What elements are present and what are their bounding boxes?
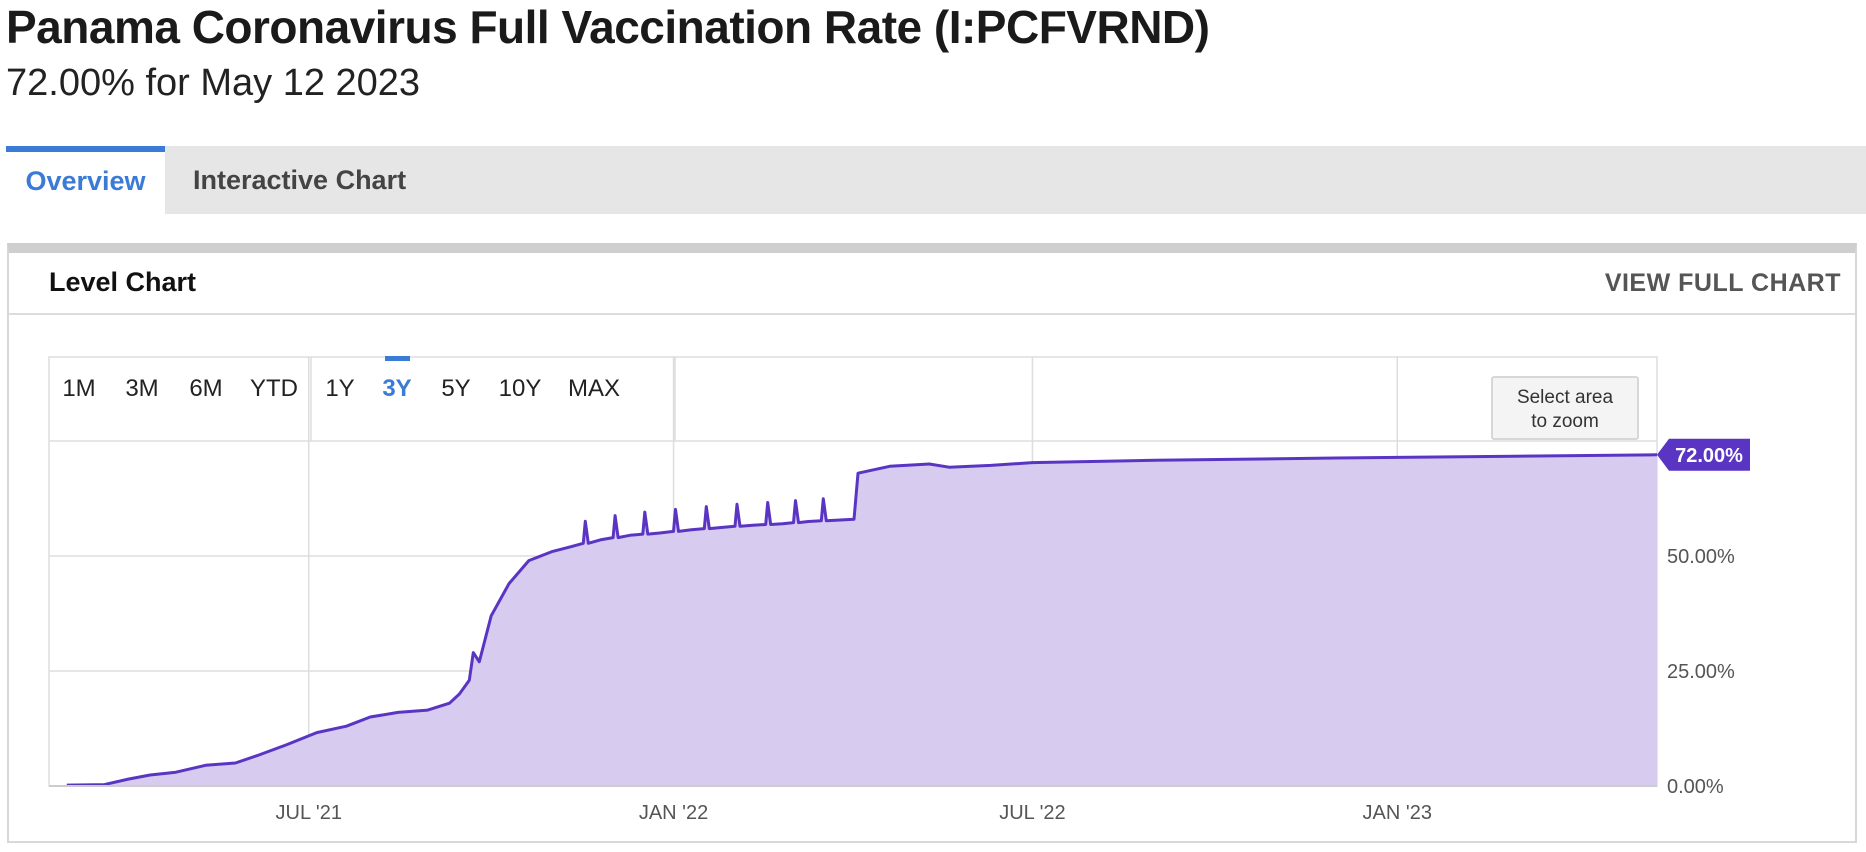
x-tick-label: JAN '22	[639, 802, 708, 824]
x-tick-label: JAN '23	[1363, 802, 1432, 824]
zoom-button[interactable]	[1491, 376, 1639, 440]
range-button-1y[interactable]: 1Y	[325, 375, 354, 402]
last-value-badge	[1657, 438, 1750, 471]
page-title: Panama Coronavirus Full Vaccination Rate…	[6, 1, 1210, 53]
x-tick-label: JUL '22	[999, 802, 1065, 824]
zoom-button-line2: to zoom	[1531, 411, 1599, 432]
last-value-label: 72.00%	[1675, 445, 1743, 467]
range-button-10y[interactable]: 10Y	[499, 375, 542, 402]
active-range-indicator	[385, 356, 410, 361]
zoom-button-line1: Select area	[1517, 387, 1614, 408]
page-subtitle: 72.00% for May 12 2023	[6, 62, 421, 104]
range-button-ytd[interactable]: YTD	[250, 375, 298, 402]
series-line	[66, 453, 1658, 787]
tab-bar: Overview Interactive Chart	[6, 146, 1866, 214]
y-tick-label: 25.00%	[1667, 661, 1735, 683]
range-button-3y[interactable]: 3Y	[382, 375, 411, 402]
y-tick-label: 50.00%	[1667, 546, 1735, 568]
range-button-6m[interactable]: 6M	[189, 375, 222, 402]
range-button-3m[interactable]: 3M	[125, 375, 158, 402]
card-header: Level Chart VIEW FULL CHART	[9, 253, 1855, 315]
tab-overview[interactable]: Overview	[6, 146, 165, 214]
y-tick-label: 0.00%	[1667, 776, 1724, 798]
card-title: Level Chart	[49, 267, 197, 297]
tab-interactive-chart[interactable]: Interactive Chart	[193, 165, 407, 195]
view-full-chart-link[interactable]: VIEW FULL CHART	[1604, 269, 1841, 297]
range-button-1m[interactable]: 1M	[62, 375, 95, 402]
x-tick-label: JUL '21	[276, 802, 342, 824]
series-area	[66, 454, 1657, 786]
range-button-max[interactable]: MAX	[568, 375, 620, 402]
range-button-5y[interactable]: 5Y	[441, 375, 470, 402]
